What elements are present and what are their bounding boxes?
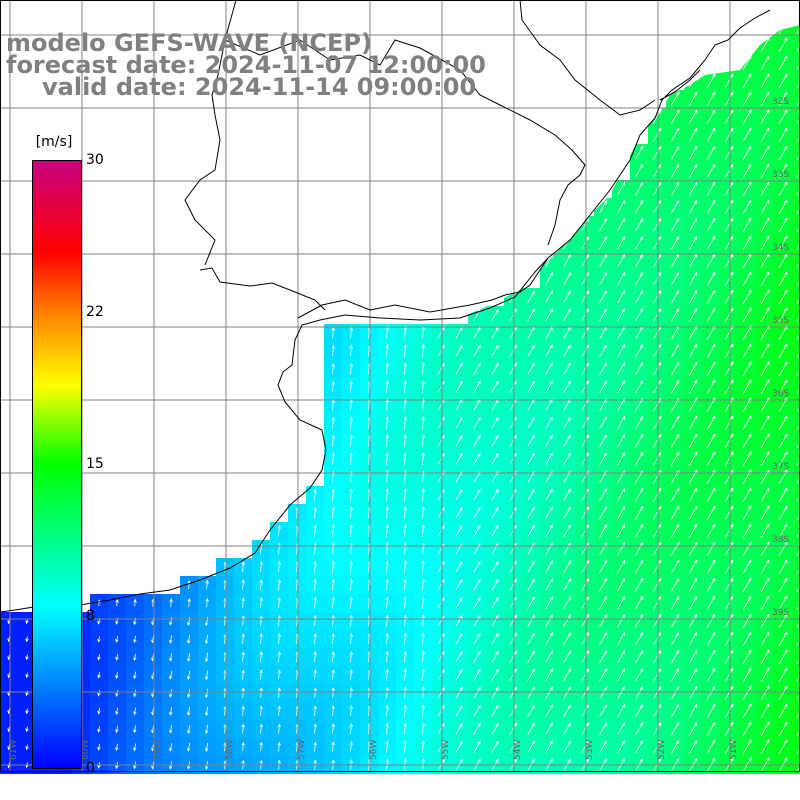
- lat-label: 36S: [772, 389, 789, 399]
- lat-label: 39S: [772, 608, 789, 618]
- lon-label: 61W: [9, 740, 19, 760]
- lat-label: 35S: [772, 316, 789, 326]
- model-title: modelo GEFS-WAVE (NCEP): [6, 29, 372, 57]
- colorbar-unit: [m/s]: [35, 134, 73, 150]
- coastline: [0, 0, 771, 613]
- lon-label: 54W: [513, 740, 523, 760]
- colorbar-tick-30: 30: [86, 152, 104, 168]
- lat-label: 33S: [772, 170, 789, 180]
- lon-label: 56W: [369, 740, 379, 760]
- lat-label: 38S: [772, 535, 789, 545]
- lat-lon-grid: [0, 0, 800, 772]
- lon-label: 58W: [225, 740, 235, 760]
- lat-label: 34S: [772, 243, 789, 253]
- colorbar-tick-8: 8: [86, 608, 95, 624]
- land-mass: [0, 0, 800, 330]
- colorbar-tick-15: 15: [86, 456, 104, 472]
- colorbar: [32, 160, 82, 769]
- lon-label: 53W: [585, 740, 595, 760]
- latitude-labels: 32S 33S 34S 35S 36S 37S 38S 39S: [772, 97, 789, 618]
- valid-date: valid date: 2024-11-14 09:00:00: [42, 73, 477, 101]
- lon-label: 52W: [657, 740, 667, 760]
- colorbar-tick-0: 0: [86, 760, 95, 776]
- lon-label: 59W: [153, 740, 163, 760]
- lon-label: 60W: [81, 740, 91, 760]
- longitude-labels: 61W 60W 59W 58W 57W 56W 55W 54W 53W 52W 51W: [9, 740, 739, 760]
- lon-label: 51W: [729, 740, 739, 760]
- lon-label: 57W: [297, 740, 307, 760]
- lat-label: 32S: [772, 97, 789, 107]
- colorbar-tick-22: 22: [86, 304, 104, 320]
- lat-label: 37S: [772, 462, 789, 472]
- forecast-date: forecast date: 2024-11-07 12:00:00: [6, 51, 486, 79]
- lon-label: 55W: [441, 740, 451, 760]
